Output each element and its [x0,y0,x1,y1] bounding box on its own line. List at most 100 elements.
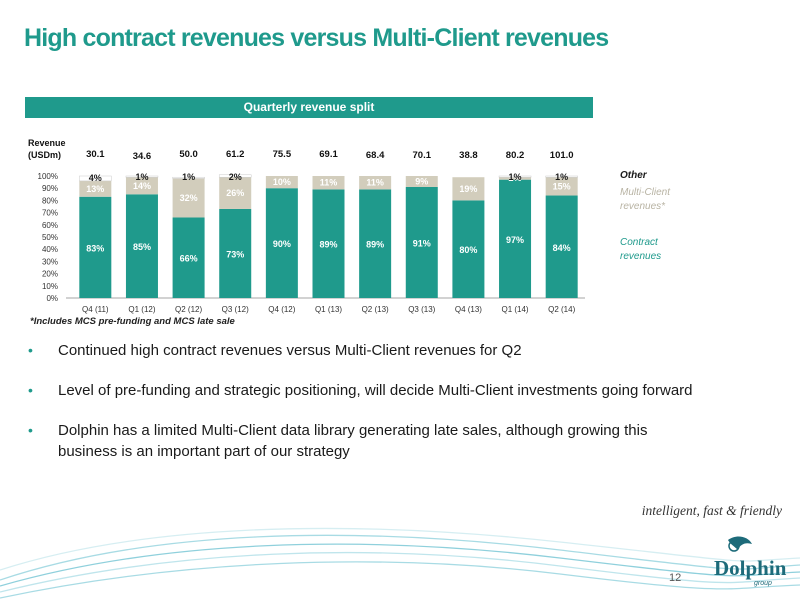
x-tick-label: Q4 (11) [82,305,109,314]
bar-segment-other [172,176,205,179]
bullet-list: • Continued high contract revenues versus… [28,340,708,481]
data-label: 73% [226,249,244,259]
y-tick-label: 40% [42,245,58,254]
data-label: 1% [509,172,522,182]
bar-segment-multi-client [125,177,158,195]
bullet-text: Dolphin has a limited Multi-Client data … [58,422,648,460]
bar-segment-contract [405,186,438,298]
bar-segment-multi-client [219,177,252,209]
bar-segment-other [498,175,532,178]
data-label: 91% [413,238,431,248]
revenue-total-label: 50.0 [179,149,198,160]
bullet-item: • Continued high contract revenues versus… [28,340,708,361]
bullet-icon: • [28,382,33,398]
bar-segment-multi-client [499,177,532,180]
data-label: 13% [86,184,104,194]
bar-segment-contract [172,217,205,298]
data-label: 26% [226,188,244,198]
y-tick-label: 0% [46,294,58,303]
bar-segment-contract [79,196,112,298]
bullet-icon: • [28,422,33,438]
bar-segment-multi-client [359,176,392,190]
legend-entry: revenues [620,251,661,262]
bullet-text: Continued high contract revenues versus … [58,342,522,359]
y-tick-label: 80% [42,196,58,205]
x-tick-label: Q2 (14) [548,305,575,314]
decorative-waves [0,527,800,599]
data-label: 11% [366,178,384,188]
revenue-axis-label: Revenue [28,138,66,148]
revenue-total-label: 69.1 [319,149,338,160]
x-tick-label: Q2 (13) [362,305,389,314]
data-label: 4% [89,173,102,183]
bar-segment-other [79,175,112,182]
data-label: 32% [180,193,198,203]
bullet-item: • Level of pre-funding and strategic posi… [28,380,708,401]
dolphin-logo-icon [728,536,752,552]
bar-segment-contract [452,200,485,298]
y-tick-label: 70% [42,209,58,218]
data-label: 11% [320,178,338,188]
x-tick-label: Q2 (12) [175,305,202,314]
data-label: 85% [133,242,151,252]
legend-entry: Multi-Client [620,187,671,198]
data-label: 84% [553,243,571,253]
bar-segment-contract [545,195,578,298]
data-label: 9% [415,176,428,186]
y-tick-label: 100% [38,172,58,181]
data-label: 90% [273,239,291,249]
revenue-total-label: 30.1 [86,149,105,160]
data-label: 80% [459,245,477,255]
bar-segment-other [218,174,252,178]
revenue-total-label: 68.4 [366,150,385,161]
bar-segment-multi-client [265,176,298,189]
data-label: 1% [555,172,568,182]
data-label: 10% [273,177,291,187]
bullet-text: Level of pre-funding and strategic posit… [58,382,693,399]
revenue-total-label: 101.0 [550,150,574,161]
y-tick-label: 90% [42,184,58,193]
page-number: 12 [669,572,682,584]
legend-entry: revenues* [620,201,666,212]
data-label: 1% [135,172,148,182]
bullet-icon: • [28,342,33,358]
data-label: 19% [459,184,477,194]
bar-segment-multi-client [312,176,345,190]
y-tick-label: 60% [42,221,58,230]
x-tick-label: Q3 (13) [408,305,435,314]
data-label: 15% [553,181,571,191]
x-tick-label: Q1 (12) [128,305,155,314]
legend-entry: Contract [620,237,659,248]
data-label: 89% [319,240,337,250]
logo-subtext: group [754,580,772,587]
revenue-axis-label: (USDm) [28,150,61,160]
data-label: 2% [229,172,242,182]
bar-segment-multi-client [545,177,578,196]
bar-segment-multi-client [172,178,205,218]
y-tick-label: 30% [42,257,58,266]
data-label: 2% [509,173,522,183]
data-label: 97% [506,235,524,245]
data-label: 14% [133,181,151,191]
x-tick-label: Q4 (13) [455,305,482,314]
bar-segment-multi-client [452,177,485,201]
bullet-item: • Dolphin has a limited Multi-Client data… [28,420,708,462]
legend-entry: Other [620,170,648,181]
data-label: 83% [86,243,104,253]
data-label: 89% [366,240,384,250]
revenue-total-label: 34.6 [133,151,152,162]
revenue-total-label: 70.1 [413,150,432,161]
bar-segment-contract [125,194,158,298]
bar-segment-other [125,175,159,178]
bar-segment-contract [219,208,252,298]
revenue-total-label: 80.2 [506,150,525,161]
slide-title: High contract revenues versus Multi-Clie… [24,24,609,52]
revenue-total-label: 61.2 [226,149,245,160]
x-tick-label: Q4 (12) [268,305,295,314]
bar-segment-multi-client [79,180,112,197]
y-tick-label: 10% [42,282,58,291]
x-tick-label: Q1 (14) [501,305,528,314]
logo-wordmark: Dolphin [714,556,787,580]
x-tick-label: Q3 (12) [222,305,249,314]
bar-segment-contract [359,189,392,298]
